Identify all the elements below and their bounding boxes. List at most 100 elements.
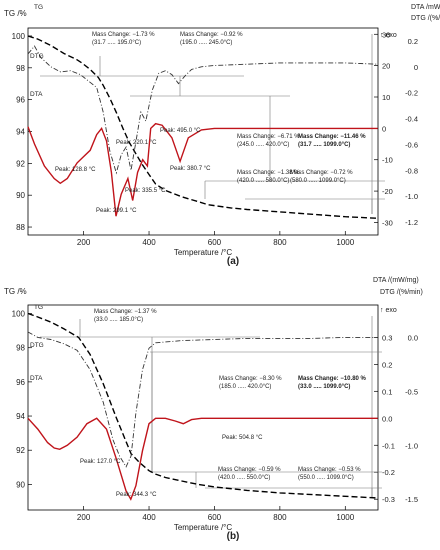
mass-change-annotation: (420.0 ..... 580.0°C) (237, 178, 289, 184)
y-tick-label-left: 92 (16, 446, 25, 455)
y-tick-label-dtg: -1.2 (405, 218, 418, 227)
mass-change-annotation: Mass Change: −0.72 % (290, 170, 353, 176)
x-tick-label: 1000 (336, 513, 354, 522)
x-tick-label: 600 (208, 238, 222, 247)
y-tick-label-left: 90 (16, 480, 25, 489)
y-tick-label-dta: -0.2 (382, 468, 395, 477)
mass-change-annotation: (31.7 ..... 195.0°C) (92, 40, 141, 46)
peak-label: Peak: 128.8 °C (55, 167, 96, 173)
y-tick-label-left: 98 (16, 64, 25, 73)
y-tick-label-dtg: -1.0 (405, 192, 418, 201)
mass-change-annotation: Mass Change: −10.80 % (298, 376, 367, 382)
x-tick-label: 400 (142, 238, 156, 247)
y-tick-label-dtg: -0.6 (405, 140, 418, 149)
panel-label: (a) (227, 256, 239, 267)
mass-change-annotation: Mass Change: −1.73 % (92, 32, 155, 38)
y-axis-label-dta: DTA /(mW/mg) (373, 277, 419, 284)
y-tick-label-dtg: -0.8 (405, 166, 418, 175)
y-tick-label-left: 96 (16, 96, 25, 105)
series-tg-line (27, 35, 378, 219)
series-dtg-line (27, 45, 378, 175)
y-axis-label-left: TG /% (4, 9, 27, 18)
plot-frame (27, 304, 379, 511)
series-label-tg: TG (34, 304, 43, 311)
y-tick-label-dta: 0.1 (382, 387, 392, 396)
y-tick-label-dta: -0.1 (382, 441, 395, 450)
mass-change-annotation: (420.0 ..... 550.0°C) (218, 475, 270, 481)
panel-label: (b) (227, 531, 240, 542)
y-tick-label-left: 94 (16, 128, 25, 137)
x-tick-label: 600 (208, 513, 222, 522)
plot-frame (27, 27, 379, 236)
x-tick-label: 800 (273, 513, 287, 522)
mass-change-annotation: (550.0 ..... 1099.0°C) (298, 475, 354, 481)
y-tick-label-dtg: 0.0 (408, 333, 418, 342)
series-tg-line (27, 312, 378, 499)
y-axis-label-dtg: DTG /(%/min) (411, 15, 440, 22)
chart-panel-b: 200 400 600 800 1000 Temperature /°C(b) 90 92 94… (4, 277, 423, 542)
mass-change-annotation: (33.0 ..... 185.0°C) (94, 317, 143, 323)
peak-label: Peak: 220.1 °C (116, 140, 157, 146)
mass-change-annotation: Mass Change: −0.59 % (218, 467, 281, 473)
exo-label: ↑ exo (380, 32, 397, 39)
y-tick-label-left: 98 (16, 344, 25, 353)
x-tick-label: 200 (77, 238, 91, 247)
mass-change-annotation: Mass Change: −6.71 % (237, 134, 300, 140)
y-tick-label-dta: -10 (382, 156, 393, 165)
peak-label: Peak: 335.5 °C (125, 188, 166, 194)
series-label-dta: DTA (30, 91, 43, 98)
series-dta-line (27, 122, 378, 217)
y-axis-label-dtg: DTG /(%/min) (380, 289, 423, 296)
y-tick-label-dta: 10 (382, 93, 390, 102)
exo-label: ↑ exo (380, 307, 397, 314)
y-tick-label-left: 100 (12, 32, 26, 41)
peak-label: Peak: 344.3 °C (116, 492, 157, 498)
mass-change-annotation: Mass Change: −0.92 % (180, 32, 243, 38)
y-tick-label-left: 90 (16, 191, 25, 200)
y-axis-label-left: TG /% (4, 287, 27, 296)
x-tick-label: 1000 (336, 238, 354, 247)
y-tick-label-left: 100 (12, 310, 26, 319)
mass-change-annotation: (580.0 ..... 1099.0°C) (290, 178, 346, 184)
y-tick-label-dtg: -0.5 (405, 387, 418, 396)
series-label-dta: DTA (30, 375, 43, 382)
mass-change-annotation: (195.0 ..... 245.0°C) (180, 40, 232, 46)
peak-label: Peak: 380.7 °C (170, 166, 211, 172)
series-dta-line (27, 417, 378, 501)
x-tick-label: 800 (273, 238, 287, 247)
series-dtg-line (27, 331, 378, 468)
peak-label: Peak: 504.8 °C (222, 435, 263, 441)
x-axis-label: Temperature /°C (174, 523, 233, 532)
y-tick-label-dta: -30 (382, 218, 393, 227)
y-axis-label-dta: DTA /mW (411, 4, 440, 11)
mass-change-annotation: Mass Change: −1.38 % (237, 170, 300, 176)
y-tick-label-dtg: 0 (414, 63, 418, 72)
mass-change-annotation: Mass Change: −11.46 % (298, 134, 366, 140)
y-tick-label-left: 96 (16, 378, 25, 387)
peak-label: Peak: 127.0 °C (80, 459, 121, 465)
x-tick-label: 400 (142, 513, 156, 522)
mass-change-annotation: (245.0 ..... 420.0°C) (237, 142, 289, 148)
series-label-tg: TG (34, 4, 43, 11)
x-tick-label: 200 (77, 513, 91, 522)
y-tick-label-dta: 30 (382, 30, 390, 39)
y-tick-label-dtg: -1.5 (405, 495, 418, 504)
y-tick-label-dtg: -0.2 (405, 89, 418, 98)
y-tick-label-left: 92 (16, 159, 25, 168)
mass-change-annotation: Mass Change: −1.37 % (94, 309, 157, 315)
y-tick-label-dta: 0 (382, 124, 386, 133)
y-tick-label-dtg: -0.4 (405, 115, 418, 124)
mass-change-annotation: (33.0 ..... 1099.0°C) (298, 384, 350, 390)
y-tick-label-dtg: 0.2 (408, 37, 418, 46)
y-tick-label-left: 94 (16, 412, 25, 421)
y-tick-label-left: 88 (16, 223, 25, 232)
y-tick-label-dta: 0.0 (382, 414, 392, 423)
y-tick-label-dta: -20 (382, 187, 393, 196)
mass-change-annotation: Mass Change: −8.30 % (219, 376, 282, 382)
y-tick-label-dta: 0.2 (382, 360, 392, 369)
peak-label: Peak: 299.1 °C (96, 208, 137, 214)
x-axis-label: Temperature /°C (174, 248, 233, 257)
mass-change-annotation: (185.0 ..... 420.0°C) (219, 384, 271, 390)
